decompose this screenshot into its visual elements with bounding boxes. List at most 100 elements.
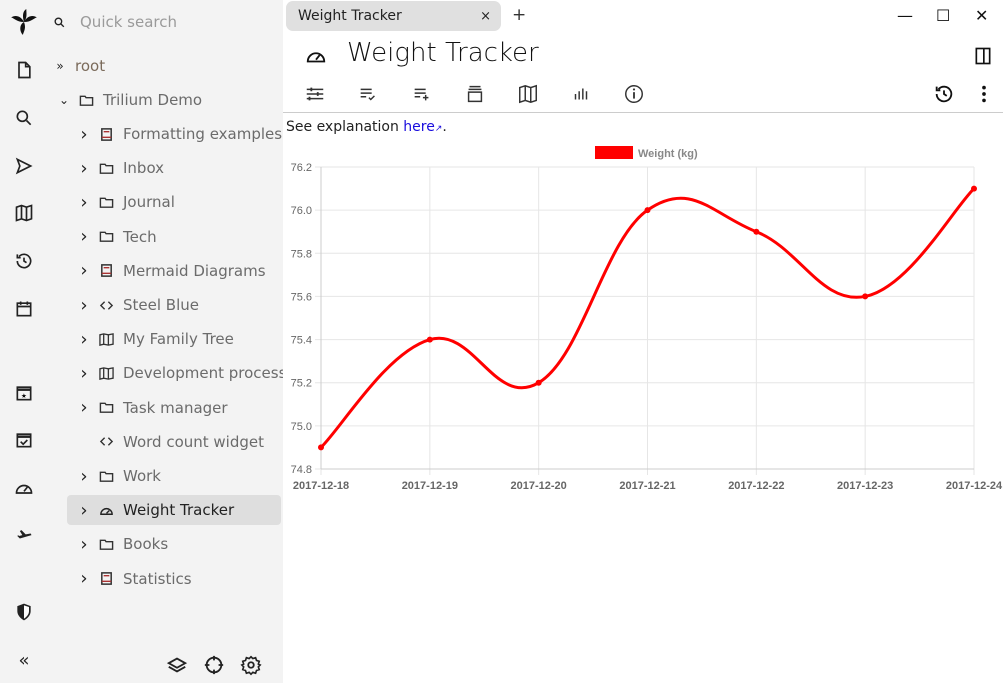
tree-item[interactable]: › Statistics <box>77 564 191 594</box>
folder-icon <box>99 536 115 552</box>
y-tick-label: 75.8 <box>291 248 312 260</box>
tree-item[interactable]: › Tech <box>77 222 156 252</box>
tree-item[interactable]: Word count widget <box>77 427 264 457</box>
tree-item[interactable]: › My Family Tree <box>77 324 233 354</box>
explanation-label: See explanation <box>286 119 404 135</box>
folder-icon <box>99 160 115 176</box>
chevron-right-icon[interactable]: › <box>80 191 88 213</box>
gauge-icon <box>306 52 326 63</box>
tree-item-label: Weight Tracker <box>123 501 235 520</box>
svg-text:★: ★ <box>21 392 27 400</box>
chevron-right-icon[interactable]: › <box>80 157 88 179</box>
tree-item[interactable]: › Work <box>77 461 161 491</box>
toggle-right-pane-icon[interactable] <box>973 46 993 66</box>
trilium-logo[interactable] <box>10 8 38 36</box>
calendar-star-icon[interactable]: ★ <box>12 381 36 405</box>
chevron-right-icon[interactable]: › <box>80 294 88 316</box>
chevron-right-icon[interactable]: › <box>80 362 88 384</box>
y-tick-label: 76.0 <box>291 205 312 217</box>
y-tick-label: 75.2 <box>291 378 312 390</box>
link-text: here <box>403 119 435 135</box>
x-tick-label: 2017-12-19 <box>402 480 458 492</box>
tree-item-label: Steel Blue <box>123 296 199 314</box>
layers-icon[interactable] <box>166 654 188 676</box>
history-icon[interactable] <box>933 83 955 105</box>
double-chevron-icon[interactable]: » <box>56 59 64 73</box>
book-icon <box>99 263 115 279</box>
book-icon <box>99 571 115 587</box>
tree-item-label: Books <box>123 535 169 554</box>
x-tick-label: 2017-12-24 <box>946 480 1003 492</box>
tree-item[interactable]: › Steel Blue <box>77 290 199 320</box>
code-icon <box>99 297 115 313</box>
explanation-link[interactable]: here↗ <box>403 119 442 135</box>
external-link-icon: ↗ <box>434 124 443 134</box>
data-point <box>862 293 869 300</box>
tree-item[interactable]: › Weight Tracker <box>67 495 281 526</box>
send-icon[interactable] <box>12 154 36 178</box>
note-title[interactable]: Weight Tracker <box>347 38 539 68</box>
shield-icon[interactable] <box>12 600 36 624</box>
book-icon <box>99 126 115 142</box>
tree-item[interactable]: › Journal <box>77 187 175 217</box>
calendar-icon[interactable] <box>12 297 36 321</box>
tree-item-label: Journal <box>123 193 175 212</box>
chevron-down-icon[interactable]: ⌄ <box>58 93 70 107</box>
y-tick-label: 74.8 <box>291 464 312 476</box>
y-tick-label: 75.4 <box>291 335 312 347</box>
close-tab-icon[interactable]: × <box>480 8 491 24</box>
chevron-right-icon[interactable]: › <box>80 499 88 521</box>
tree-item[interactable]: › Inbox <box>77 153 164 183</box>
tree-item-label: Trilium Demo <box>103 91 203 109</box>
gauge-icon[interactable] <box>12 476 36 500</box>
x-tick-label: 2017-12-18 <box>293 480 349 492</box>
tab-weight-tracker[interactable]: Weight Tracker × <box>286 1 501 31</box>
task-icon[interactable] <box>12 428 36 452</box>
tree-item-label: Word count widget <box>123 432 264 451</box>
tree-item-trilium-demo[interactable]: ⌄ Trilium Demo <box>57 85 202 115</box>
minimize-button[interactable]: — <box>897 6 913 25</box>
tree-item[interactable]: › Development process <box>77 358 286 388</box>
maximize-button[interactable]: ☐ <box>936 6 951 25</box>
info-icon[interactable] <box>623 83 645 105</box>
search-icon <box>54 16 65 27</box>
more-menu-icon[interactable] <box>973 83 995 105</box>
close-window-button[interactable]: ✕ <box>975 6 989 25</box>
tree-item-label: Formatting examples <box>123 125 283 143</box>
collapse-icon[interactable]: « <box>18 649 30 671</box>
tree-item[interactable]: › Mermaid Diagrams <box>77 256 265 286</box>
chevron-right-icon[interactable]: › <box>80 260 88 282</box>
box-icon[interactable] <box>464 83 486 105</box>
weight-chart: 74.8 75.0 75.2 75.4 75.6 75.8 76.0 76.2 2017-12-… <box>291 146 1003 492</box>
chevron-right-icon[interactable]: › <box>80 123 88 145</box>
locate-icon[interactable] <box>203 654 225 676</box>
gear-icon[interactable] <box>240 654 262 676</box>
chevron-right-icon[interactable]: › <box>80 397 88 419</box>
tree-item[interactable]: › Task manager <box>77 393 227 423</box>
chevron-right-icon[interactable]: › <box>80 568 88 590</box>
map-icon[interactable] <box>12 201 36 225</box>
sliders-icon[interactable] <box>304 83 326 105</box>
tree-item-root[interactable]: » root <box>53 51 105 81</box>
y-tick-label: 75.6 <box>291 291 312 303</box>
new-note-icon[interactable] <box>12 58 36 82</box>
chevron-right-icon[interactable]: › <box>80 328 88 350</box>
quick-search[interactable]: Quick search <box>53 8 177 36</box>
tree-item[interactable]: › Books <box>77 529 168 559</box>
history-icon[interactable] <box>12 249 36 273</box>
chevron-right-icon[interactable]: › <box>80 226 88 248</box>
search-icon[interactable] <box>12 106 36 130</box>
map-icon[interactable] <box>517 83 539 105</box>
map-icon <box>99 331 115 347</box>
list-add-icon[interactable] <box>411 83 433 105</box>
y-tick-label: 75.0 <box>291 421 312 433</box>
chevron-right-icon[interactable]: › <box>80 533 88 555</box>
search-input[interactable]: Quick search <box>80 13 178 31</box>
list-check-icon[interactable] <box>357 83 379 105</box>
new-tab-button[interactable]: + <box>512 5 527 25</box>
airplane-icon[interactable] <box>12 524 36 548</box>
chevron-right-icon[interactable]: › <box>80 465 88 487</box>
bar-chart-icon[interactable] <box>570 83 592 105</box>
tree-item[interactable]: › Formatting examples <box>77 119 282 149</box>
data-point <box>535 379 542 386</box>
